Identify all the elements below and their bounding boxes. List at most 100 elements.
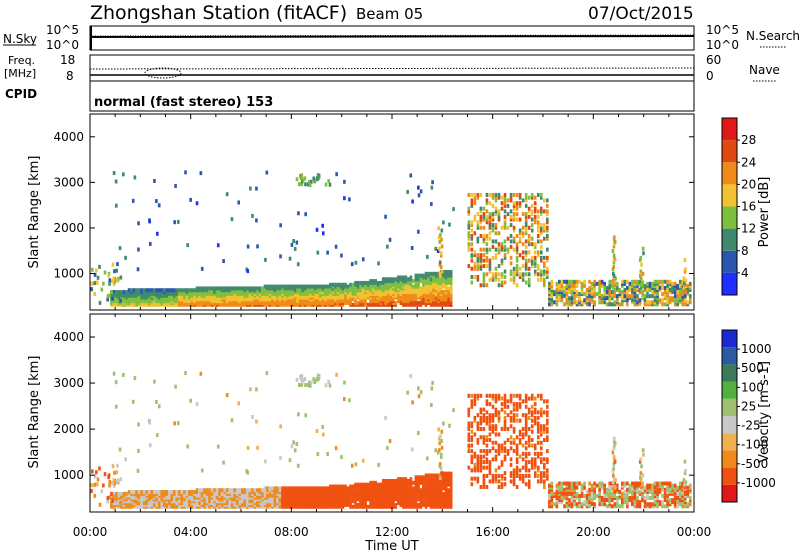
power-cell	[470, 253, 474, 258]
velocity-cell	[494, 424, 498, 429]
velocity-cell	[324, 486, 327, 491]
power-cell	[676, 302, 679, 307]
power-cell	[686, 287, 690, 292]
velocity-cell	[530, 462, 534, 467]
power-cell	[422, 297, 425, 302]
velocity-cell	[646, 496, 649, 501]
velocity-cell	[613, 489, 617, 494]
velocity-cell	[550, 496, 554, 501]
power-cell	[658, 279, 662, 284]
power-cell	[350, 262, 354, 267]
velocity-cell	[210, 488, 214, 493]
power-cell	[173, 288, 176, 293]
velocity-cell	[546, 410, 549, 415]
velocity-cell	[527, 415, 531, 420]
power-cell	[600, 296, 604, 301]
velocity-cell	[482, 435, 486, 440]
power-cell	[603, 292, 606, 297]
velocity-cell	[558, 491, 561, 496]
velocity-cell	[608, 481, 612, 486]
power-cell	[536, 272, 540, 277]
velocity-cell	[482, 413, 486, 418]
power-cell	[503, 275, 507, 280]
velocity-cell	[533, 418, 537, 423]
power-cell	[653, 279, 657, 284]
power-cell	[479, 247, 483, 252]
velocity-cell	[410, 447, 414, 452]
velocity-cell	[482, 407, 486, 412]
velocity-cell	[548, 493, 551, 498]
velocity-cell	[444, 471, 448, 476]
power-cell	[491, 239, 495, 244]
power-cell	[615, 287, 619, 292]
power-cell	[590, 296, 594, 301]
power-cell	[258, 286, 262, 291]
velocity-cell	[543, 426, 546, 431]
velocity-cell	[293, 448, 297, 453]
power-cell	[488, 269, 492, 274]
velocity-cell	[296, 486, 299, 491]
power-cell	[681, 290, 685, 295]
power-cell	[543, 261, 546, 266]
velocity-cell	[500, 460, 504, 465]
power-cell	[533, 201, 537, 206]
velocity-cell	[613, 493, 617, 498]
power-cell	[476, 258, 480, 263]
power-cell	[593, 281, 596, 286]
power-cell	[494, 231, 498, 236]
power-cell	[678, 298, 682, 303]
velocity-cell	[384, 499, 388, 504]
velocity-cell	[580, 504, 584, 509]
velocity-cell	[369, 480, 372, 485]
power-cell	[598, 300, 601, 305]
power-cell	[527, 280, 531, 285]
velocity-cell	[238, 488, 242, 493]
power-cell	[603, 294, 606, 299]
velocity-cell	[521, 443, 525, 448]
velocity-cell	[500, 446, 504, 451]
velocity-cell	[321, 432, 325, 437]
velocity-cell	[107, 475, 110, 480]
velocity-cell	[512, 440, 516, 445]
velocity-cell	[512, 482, 516, 487]
power-cell	[293, 246, 297, 251]
velocity-cell	[539, 440, 543, 445]
power-cell	[636, 279, 639, 284]
velocity-cell	[573, 498, 576, 503]
velocity-cell	[108, 483, 111, 488]
power-cell	[351, 302, 355, 307]
power-cell	[623, 294, 627, 299]
velocity-cell	[548, 496, 551, 501]
velocity-cell	[512, 468, 516, 473]
power-cell	[482, 225, 486, 230]
power-cell	[308, 179, 311, 184]
power-cell	[482, 236, 486, 241]
velocity-cell	[140, 490, 143, 495]
velocity-cell	[568, 485, 571, 490]
power-cell	[296, 284, 299, 289]
power-cell	[488, 258, 492, 263]
velocity-cell	[485, 410, 489, 415]
power-cell	[656, 285, 659, 290]
velocity-cell	[598, 502, 601, 507]
velocity-cell	[409, 374, 413, 379]
velocity-cell	[578, 481, 581, 486]
power-cell	[641, 290, 644, 295]
power-cell	[663, 290, 667, 295]
velocity-cell	[539, 457, 543, 462]
velocity-cell	[515, 457, 519, 462]
velocity-cell	[555, 498, 559, 503]
power-cell	[93, 291, 97, 296]
power-cell	[155, 199, 158, 204]
power-cell	[673, 294, 677, 299]
power-cell	[374, 290, 377, 295]
velocity-cell	[568, 504, 571, 509]
velocity-cell	[351, 499, 355, 504]
power-cell	[521, 231, 525, 236]
velocity-cell	[482, 465, 486, 470]
velocity-cell	[573, 493, 576, 498]
velocity-cell	[198, 488, 201, 493]
power-cell	[515, 250, 519, 255]
velocity-cell	[638, 491, 642, 496]
velocity-cell	[467, 407, 471, 412]
